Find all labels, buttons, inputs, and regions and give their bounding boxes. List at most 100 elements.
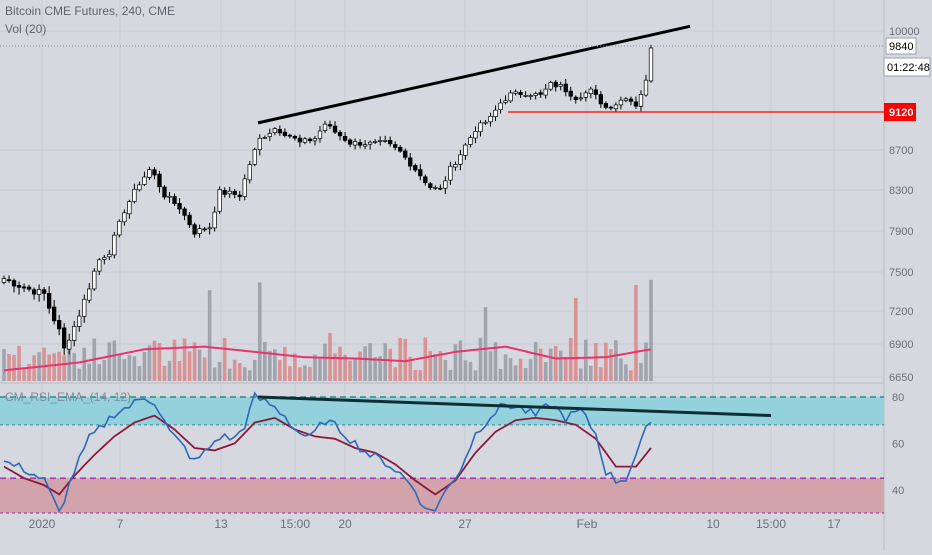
volume-legend[interactable]: Vol (20) <box>5 22 47 36</box>
candle <box>312 138 318 142</box>
volume-bar <box>528 359 533 381</box>
volume-bar <box>268 350 272 381</box>
candle <box>72 326 77 341</box>
volume-bar <box>107 342 112 381</box>
price-tick-label-4: 7900 <box>889 226 913 238</box>
volume-bar <box>102 359 107 381</box>
rsi-trendline <box>257 395 772 418</box>
candle <box>197 228 202 235</box>
candle <box>157 173 162 188</box>
candle <box>232 190 237 195</box>
candle <box>317 130 323 139</box>
volume-bar <box>433 354 438 381</box>
candle <box>217 189 222 212</box>
volume-bar <box>418 370 423 381</box>
volume-bar <box>353 359 357 381</box>
volume-bar <box>518 358 523 381</box>
volume-bar <box>343 354 347 381</box>
volume-bar <box>192 342 197 381</box>
volume-bar <box>378 356 382 381</box>
candle <box>137 184 142 191</box>
candle <box>533 93 538 96</box>
volume-bar <box>298 367 302 381</box>
volume-bar <box>398 338 403 381</box>
candle <box>297 137 303 143</box>
candle <box>182 208 187 216</box>
volume-bar <box>162 365 167 381</box>
volume-bar <box>383 343 387 381</box>
candle <box>302 138 308 143</box>
candle <box>433 187 438 189</box>
candle <box>453 164 458 168</box>
volume-bar <box>423 337 428 381</box>
indicator-legend[interactable]: CM_RSI_EMA_(14, 12) <box>5 390 132 404</box>
time-tick-label-1: 7 <box>117 517 124 531</box>
candle <box>237 194 242 198</box>
volume-bar <box>263 341 267 381</box>
candle <box>438 187 443 190</box>
candle <box>493 109 498 118</box>
candle <box>97 259 102 272</box>
volume-bar <box>413 369 418 381</box>
candle <box>122 212 127 223</box>
candle <box>548 82 553 90</box>
volume-bar <box>533 341 538 381</box>
rsi-line <box>3 391 652 513</box>
volume-bar <box>629 370 633 381</box>
candle <box>332 125 338 133</box>
volume-bar <box>393 367 398 381</box>
volume-bar <box>87 363 92 381</box>
candle <box>167 195 172 198</box>
candle <box>508 92 513 102</box>
volume-bar <box>7 353 11 381</box>
candle <box>553 81 558 88</box>
volume-ma-line <box>3 345 652 372</box>
candle <box>623 98 629 101</box>
candle <box>513 91 518 94</box>
candle <box>1 278 7 283</box>
candle <box>21 286 27 289</box>
volume-bar <box>303 365 307 381</box>
candle <box>573 96 578 100</box>
candle <box>538 92 543 95</box>
volume-bar <box>473 370 478 381</box>
candle <box>357 142 363 146</box>
candle <box>117 220 122 236</box>
candle <box>603 103 609 108</box>
candle <box>242 178 247 197</box>
volume-bar <box>147 345 152 381</box>
price-tick-label-2: 7200 <box>889 306 913 318</box>
candle <box>478 122 483 133</box>
volume-bar <box>202 357 207 381</box>
candle <box>362 144 368 147</box>
volume-bar <box>649 279 653 381</box>
last-price-label: 9840 <box>889 41 913 53</box>
candle <box>307 138 313 142</box>
candle <box>347 139 353 145</box>
candle <box>82 298 87 317</box>
volume-bar <box>42 347 46 381</box>
candle <box>46 293 52 309</box>
candle <box>568 90 573 97</box>
price-axis-panel <box>884 0 932 550</box>
volume-bar <box>508 358 513 381</box>
volume-bar <box>589 365 593 381</box>
candle <box>292 135 298 139</box>
candle <box>498 102 503 111</box>
volume-bar <box>278 360 282 381</box>
time-tick-label-6: Feb <box>577 517 598 531</box>
volume-bar <box>448 369 453 381</box>
candle <box>643 79 649 96</box>
candle <box>372 141 378 143</box>
candle <box>52 306 57 322</box>
volume-bar <box>463 360 468 381</box>
symbol-title[interactable]: Bitcoin CME Futures, 240, CME <box>5 4 176 18</box>
candle <box>192 224 197 235</box>
volume-bar <box>222 338 227 381</box>
volume-bar <box>388 348 392 381</box>
candle <box>558 84 563 87</box>
volume-bar <box>333 353 337 381</box>
candle <box>172 196 177 205</box>
price-tick-label-0: 6650 <box>889 372 913 384</box>
